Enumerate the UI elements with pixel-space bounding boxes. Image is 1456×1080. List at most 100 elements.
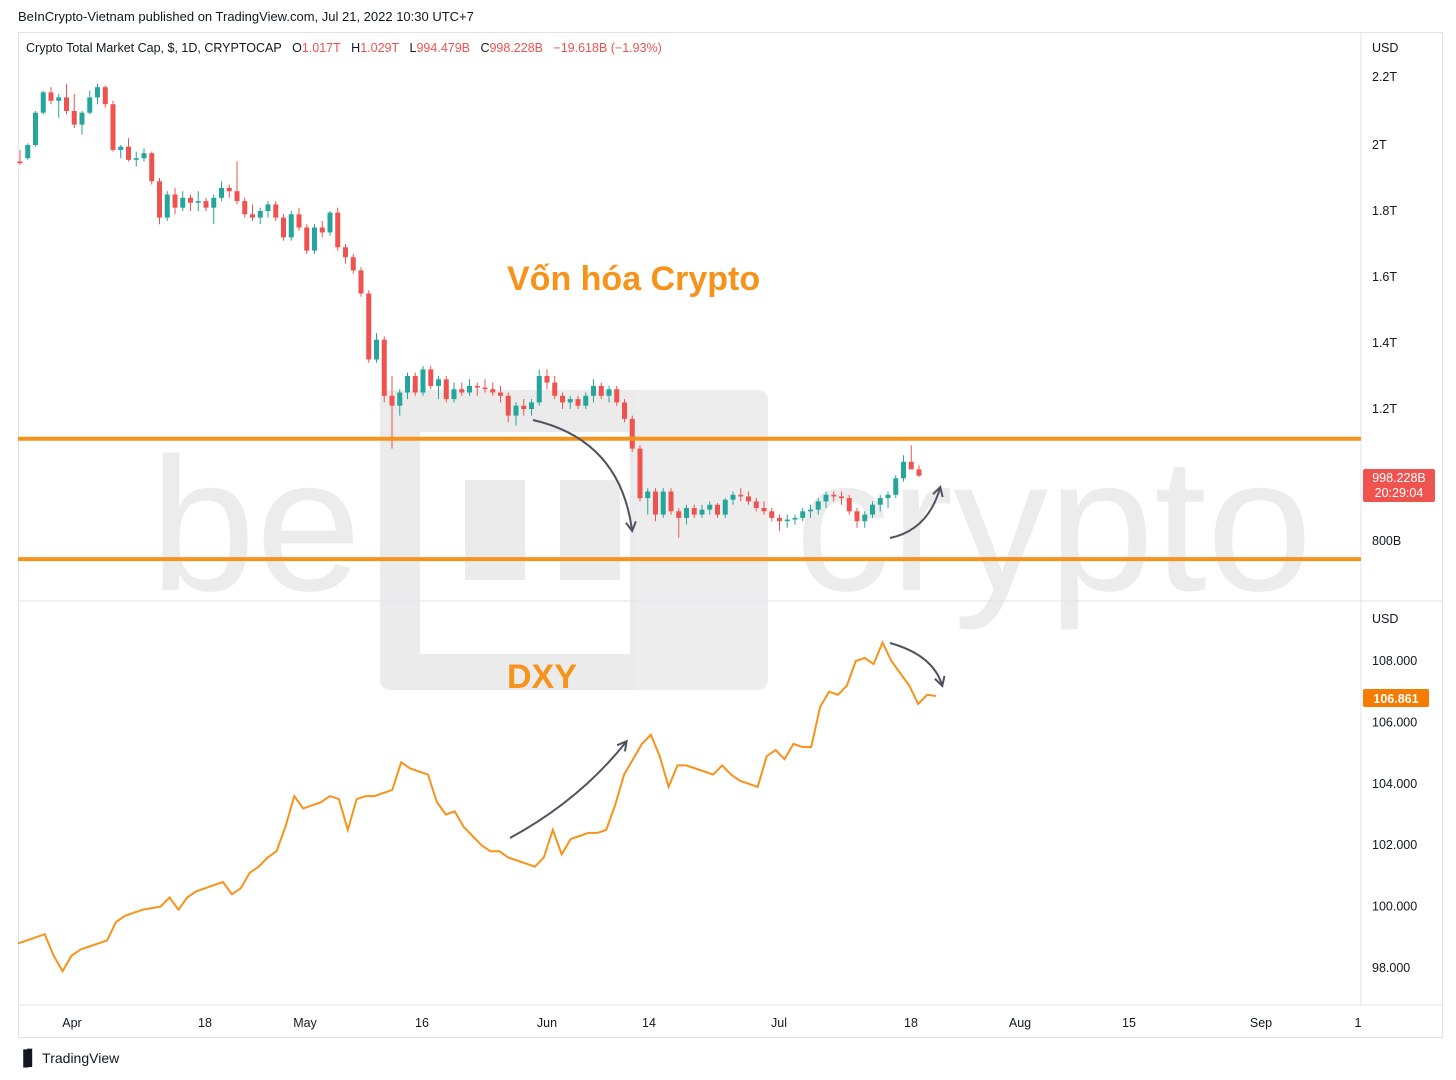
candle-body <box>707 504 713 510</box>
candle-body <box>901 461 906 479</box>
candle-body <box>242 201 248 215</box>
x-tick-label: 18 <box>904 1016 918 1030</box>
candle-body <box>350 257 356 271</box>
candle-body <box>831 494 837 497</box>
candle-body <box>722 499 728 515</box>
candle-body <box>428 369 434 386</box>
candle-body <box>273 204 279 218</box>
arrow-down-curve-dxy <box>889 642 942 685</box>
candle-body <box>79 112 85 125</box>
candle-body <box>366 293 372 360</box>
candle-body <box>645 491 651 499</box>
candle-body <box>327 212 333 233</box>
candle-body <box>529 402 534 409</box>
candle-body <box>443 379 449 400</box>
mcap-y-tick-label: 1.2T <box>1372 402 1397 416</box>
legend-open-value: 1.017T <box>301 41 341 55</box>
dxy-layer <box>17 640 937 974</box>
candle-body <box>715 504 720 515</box>
candle-body <box>257 211 263 218</box>
arrow-up-curve-mcap <box>889 488 940 539</box>
dxy-y-tick-label: 104.000 <box>1372 777 1417 791</box>
candle-body <box>676 511 682 518</box>
arrow-down-curve <box>532 419 632 530</box>
candle-body <box>691 508 697 515</box>
candle-body <box>536 376 542 403</box>
candle-body <box>808 509 813 512</box>
legend-close-value: 998.228B <box>489 41 543 55</box>
candle-body <box>660 491 666 515</box>
candle-body <box>474 385 480 388</box>
candle-body <box>420 369 426 393</box>
candle-body <box>141 153 147 159</box>
candle-body <box>777 517 782 522</box>
candle-body <box>505 395 511 416</box>
candle-body <box>490 389 496 393</box>
dxy-y-tick-label: 106.000 <box>1372 715 1417 729</box>
candle-body <box>265 204 271 211</box>
mcap-axis-unit: USD <box>1372 41 1398 55</box>
candle-body <box>877 498 883 505</box>
candle-body <box>48 92 54 101</box>
candle-body <box>668 491 674 512</box>
candle-body <box>203 201 209 208</box>
candle-body <box>226 187 232 192</box>
tradingview-logo-icon: ▐▍ <box>18 1050 39 1067</box>
legend-change: −19.618B (−1.93%) <box>553 41 662 55</box>
chart-frame <box>18 32 1443 1038</box>
candle-body <box>513 405 519 416</box>
candle-body <box>614 389 620 403</box>
candle-body <box>521 405 527 409</box>
candle-body <box>591 385 596 396</box>
candle-body <box>250 214 255 218</box>
candle-body <box>746 496 751 502</box>
candle-body <box>358 270 364 294</box>
candle-body <box>606 389 612 396</box>
candle-body <box>195 201 201 203</box>
candle-body <box>498 392 503 396</box>
mcap-y-tick-label: 800B <box>1372 534 1401 548</box>
dxy-y-tick-label: 108.000 <box>1372 654 1417 668</box>
mcap-y-tick-label: 2.2T <box>1372 70 1397 84</box>
candle-body <box>133 158 139 160</box>
candle-body <box>374 339 379 360</box>
annotation-arrows <box>509 419 942 839</box>
x-tick-label: May <box>293 1016 317 1030</box>
candle-body <box>281 217 286 238</box>
mcap-price-tag: 998.228B 20:29:04 <box>1363 469 1435 502</box>
candle-body <box>381 339 387 396</box>
candle-body <box>64 97 69 111</box>
candle-body <box>412 376 418 393</box>
candle-body <box>800 511 806 518</box>
watermark-text-crypto: crypto <box>795 419 1312 631</box>
legend-high-value: 1.029T <box>360 41 400 55</box>
candle-body <box>219 187 224 198</box>
footer[interactable]: ▐▍ TradingView <box>18 1049 119 1067</box>
dxy-axis-unit: USD <box>1372 612 1398 626</box>
candle-body <box>823 494 829 502</box>
arrow-up-curve-dxy <box>509 742 626 839</box>
candle-body <box>552 382 558 396</box>
candle-body <box>637 448 643 499</box>
candle-body <box>459 389 465 393</box>
candle-body <box>575 399 581 406</box>
candle-body <box>157 181 162 218</box>
candle-body <box>839 496 844 499</box>
candle-body <box>33 112 38 145</box>
candle-body <box>71 111 77 125</box>
x-tick-label: 15 <box>1122 1016 1136 1030</box>
candle-body <box>862 514 868 522</box>
candle-body <box>188 197 193 203</box>
candle-body <box>629 418 635 449</box>
candle-body <box>87 97 93 113</box>
legend-close-label: C <box>480 41 490 55</box>
x-tick-label: 1 <box>1355 1016 1362 1030</box>
candle-body <box>335 212 341 248</box>
footer-brand: TradingView <box>42 1050 120 1066</box>
x-tick-label: Jun <box>537 1016 557 1030</box>
candle-body <box>102 87 108 105</box>
candle-body <box>405 376 410 393</box>
symbol-legend[interactable]: Crypto Total Market Cap, $, 1D, CRYPTOCA… <box>26 41 662 55</box>
candle-body <box>56 97 62 101</box>
